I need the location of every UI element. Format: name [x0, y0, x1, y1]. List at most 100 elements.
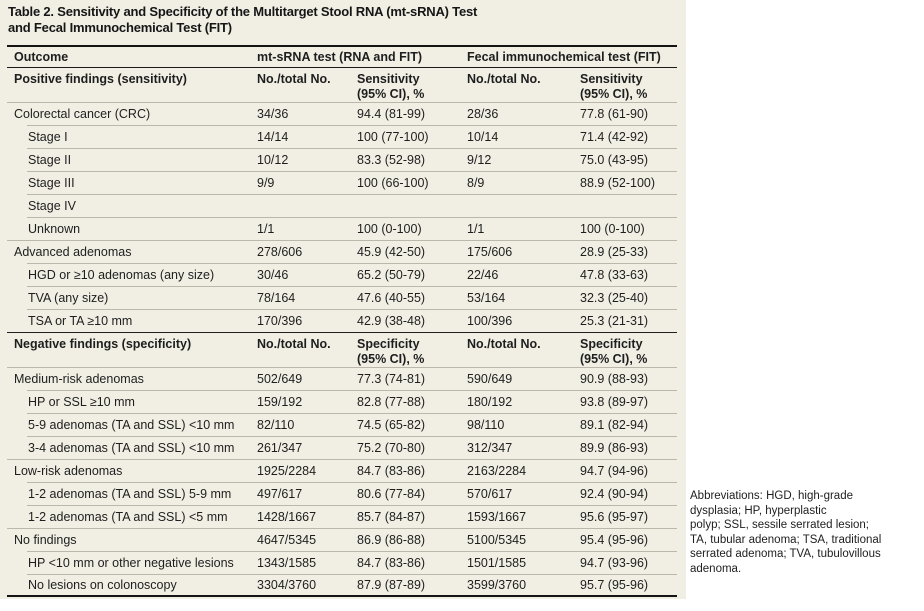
footnote-line: dysplasia; HP, hyperplastic — [690, 504, 827, 517]
count-cell: 1/1 — [467, 221, 485, 236]
count-cell: 8/9 — [467, 175, 485, 190]
count-cell: 53/164 — [467, 290, 506, 305]
count-cell: 9/12 — [467, 152, 492, 167]
count-cell: 4647/5345 — [257, 532, 317, 547]
outcome-cell: No findings — [14, 532, 77, 547]
pct-cell: 94.4 (81-99) — [357, 106, 426, 121]
count-cell: 82/110 — [257, 417, 295, 432]
data-table: Outcome mt-sRNA test (RNA and FIT) Fecal… — [7, 45, 677, 597]
column-header-no-total: No./total No. — [467, 337, 541, 351]
count-cell: 1593/1667 — [467, 509, 527, 524]
outcome-cell: Low-risk adenomas — [14, 463, 123, 478]
section-label: Negative findings (specificity) — [14, 337, 192, 351]
table-row: TVA (any size) 78/164 47.6 (40-55) 53/16… — [7, 286, 677, 309]
column-header-outcome: Outcome — [14, 50, 69, 64]
pct-cell: 87.9 (87-89) — [357, 577, 426, 592]
count-cell: 570/617 — [467, 486, 513, 501]
pct-cell: 95.7 (95-96) — [580, 577, 649, 592]
table-row: Colorectal cancer (CRC) 34/36 94.4 (81-9… — [7, 102, 677, 125]
column-header-sensitivity: Sensitivity (95% CI), % — [357, 72, 425, 101]
count-cell: 278/606 — [257, 244, 303, 259]
pct-cell: 74.5 (65-82) — [357, 417, 426, 432]
table-row: Stage III 9/9 100 (66-100) 8/9 88.9 (52-… — [7, 171, 677, 194]
count-cell: 9/9 — [257, 175, 275, 190]
pct-cell: 25.3 (21-31) — [580, 313, 649, 328]
table-row: 3-4 adenomas (TA and SSL) <10 mm 261/347… — [7, 436, 677, 459]
pct-cell: 100 (77-100) — [357, 129, 429, 144]
count-cell: 1501/1585 — [467, 555, 527, 570]
table-panel — [0, 0, 686, 599]
table-row: Stage I 14/14 100 (77-100) 10/14 71.4 (4… — [7, 125, 677, 148]
table-row: HP or SSL ≥10 mm 159/192 82.8 (77-88) 18… — [7, 390, 677, 413]
count-cell: 100/396 — [467, 313, 513, 328]
table-row: TSA or TA ≥10 mm 170/396 42.9 (38-48) 10… — [7, 309, 677, 332]
count-cell: 590/649 — [467, 371, 513, 386]
section-header-negative: Negative findings (specificity) No./tota… — [7, 332, 677, 367]
footnote-line: Abbreviations: HGD, high-grade — [690, 490, 853, 502]
table-row: 1-2 adenomas (TA and SSL) <5 mm 1428/166… — [7, 505, 677, 528]
outcome-cell: Stage II — [28, 152, 72, 167]
pct-cell: 71.4 (42-92) — [580, 129, 649, 144]
column-header-no-total: No./total No. — [467, 72, 541, 86]
pct-cell: 88.9 (52-100) — [580, 175, 656, 190]
count-cell: 159/192 — [257, 394, 303, 409]
pct-cell: 94.7 (94-96) — [580, 463, 649, 478]
outcome-cell: HP <10 mm or other negative lesions — [28, 555, 234, 570]
pct-cell: 28.9 (25-33) — [580, 244, 649, 259]
table-row: Low-risk adenomas 1925/2284 84.7 (83-86)… — [7, 459, 677, 482]
outcome-cell: HP or SSL ≥10 mm — [28, 394, 135, 409]
table-row: No findings 4647/5345 86.9 (86-88) 5100/… — [7, 528, 677, 551]
count-cell: 10/12 — [257, 152, 289, 167]
count-cell: 78/164 — [257, 290, 296, 305]
pct-cell: 82.8 (77-88) — [357, 394, 426, 409]
count-cell: 180/192 — [467, 394, 513, 409]
footnote-line: TA, tubular adenoma; TSA, traditional — [690, 533, 882, 546]
outcome-cell: 3-4 adenomas (TA and SSL) <10 mm — [28, 440, 235, 455]
pct-cell: 89.1 (82-94) — [580, 417, 649, 432]
table-row: 5-9 adenomas (TA and SSL) <10 mm 82/110 … — [7, 413, 677, 436]
pct-cell: 90.9 (88-93) — [580, 371, 649, 386]
footnote-line: serrated adenoma; TVA, tubulovillous — [690, 548, 881, 560]
count-cell: 1/1 — [257, 221, 275, 236]
pct-cell: 83.3 (52-98) — [357, 152, 426, 167]
outcome-cell: HGD or ≥10 adenomas (any size) — [28, 267, 215, 282]
group-header-fit: Fecal immunochemical test (FIT) — [467, 50, 661, 64]
table-row: Stage II 10/12 83.3 (52-98) 9/12 75.0 (4… — [7, 148, 677, 171]
outcome-cell: Medium-risk adenomas — [14, 371, 144, 386]
pct-cell: 85.7 (84-87) — [357, 509, 426, 524]
pct-cell: 47.6 (40-55) — [357, 290, 426, 305]
count-cell: 497/617 — [257, 486, 303, 501]
pct-cell: 89.9 (86-93) — [580, 440, 649, 455]
pct-cell: 84.7 (83-86) — [357, 555, 426, 570]
column-header-specificity: Specificity (95% CI), % — [580, 337, 648, 366]
outcome-cell: Unknown — [28, 221, 81, 236]
pct-cell: 75.0 (43-95) — [580, 152, 649, 167]
outcome-cell: TSA or TA ≥10 mm — [28, 313, 133, 328]
count-cell: 170/396 — [257, 313, 303, 328]
outcome-cell: TVA (any size) — [28, 290, 109, 305]
count-cell: 98/110 — [467, 417, 505, 432]
pct-cell: 84.7 (83-86) — [357, 463, 426, 478]
footnote-line: adenoma. — [690, 562, 742, 575]
table-title: Table 2. Sensitivity and Specificity of … — [8, 4, 678, 36]
count-cell: 3599/3760 — [467, 577, 527, 592]
section-header-positive: Positive findings (sensitivity) No./tota… — [7, 68, 677, 102]
count-cell: 5100/5345 — [467, 532, 527, 547]
outcome-cell: Advanced adenomas — [14, 244, 132, 259]
table-row: HP <10 mm or other negative lesions 1343… — [7, 551, 677, 574]
pct-cell: 100 (0-100) — [580, 221, 645, 236]
pct-cell: 100 (0-100) — [357, 221, 422, 236]
table-row: No lesions on colonoscopy 3304/3760 87.9… — [7, 574, 677, 597]
outcome-cell: Stage III — [28, 175, 75, 190]
pct-cell: 65.2 (50-79) — [357, 267, 426, 282]
count-cell: 2163/2284 — [467, 463, 527, 478]
count-cell: 175/606 — [467, 244, 513, 259]
count-cell: 261/347 — [257, 440, 303, 455]
pct-cell: 94.7 (93-96) — [580, 555, 649, 570]
pct-cell: 75.2 (70-80) — [357, 440, 426, 455]
outcome-cell: Stage IV — [28, 198, 76, 213]
pct-cell: 95.4 (95-96) — [580, 532, 649, 547]
column-header-no-total: No./total No. — [257, 72, 331, 86]
count-cell: 14/14 — [257, 129, 289, 144]
count-cell: 1428/1667 — [257, 509, 317, 524]
